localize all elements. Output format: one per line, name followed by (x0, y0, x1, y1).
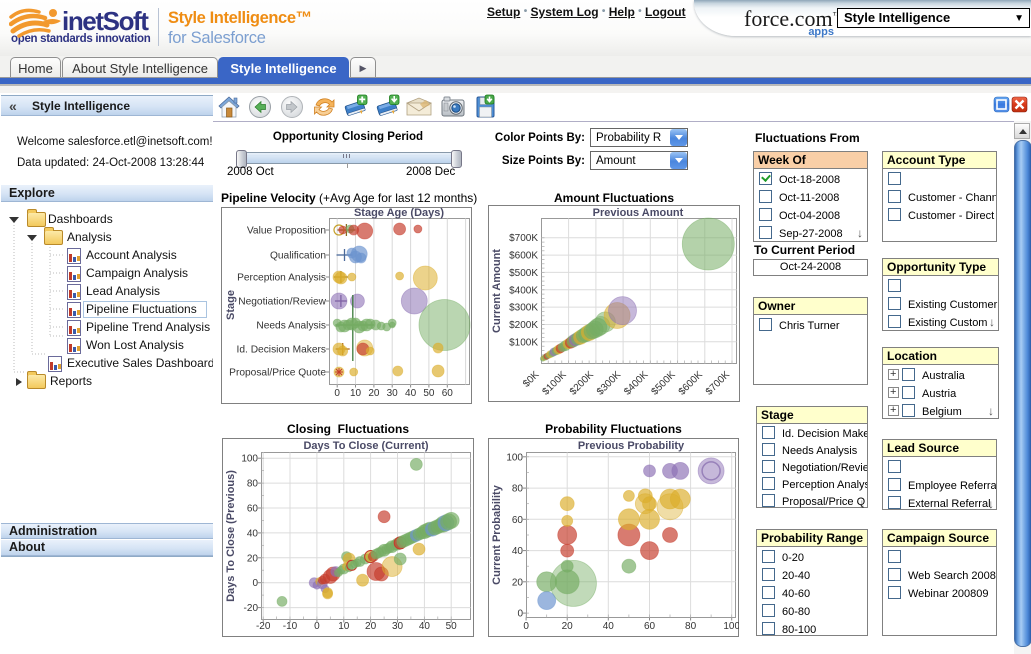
svg-text:$700K: $700K (509, 233, 538, 244)
svg-text:100: 100 (241, 454, 258, 465)
svg-text:20: 20 (512, 577, 524, 588)
svg-text:Perception Analysis: Perception Analysis (237, 273, 326, 284)
svg-text:0: 0 (523, 621, 529, 632)
svg-text:40: 40 (247, 528, 259, 539)
svg-text:10: 10 (338, 621, 350, 632)
svg-text:80: 80 (685, 621, 697, 632)
svg-text:Days To Close (Current): Days To Close (Current) (303, 440, 428, 452)
svg-text:80: 80 (512, 484, 524, 495)
svg-text:40: 40 (603, 621, 615, 632)
svg-text:20: 20 (365, 621, 377, 632)
svg-text:60: 60 (512, 515, 524, 526)
svg-text:40: 40 (512, 546, 524, 557)
svg-text:40: 40 (419, 621, 431, 632)
svg-text:50: 50 (446, 621, 458, 632)
svg-text:$500K: $500K (509, 268, 538, 279)
svg-text:50: 50 (423, 388, 435, 399)
svg-text:-20: -20 (244, 603, 259, 614)
svg-text:Previous Probability: Previous Probability (578, 440, 685, 452)
svg-text:Current Amount: Current Amount (491, 249, 503, 333)
svg-text:0: 0 (252, 578, 258, 589)
svg-text:0: 0 (517, 609, 523, 620)
svg-text:Id. Decision Makers: Id. Decision Makers (237, 345, 326, 356)
svg-text:40: 40 (405, 388, 417, 399)
svg-text:20: 20 (562, 621, 574, 632)
svg-text:Qualification: Qualification (270, 251, 326, 262)
svg-text:$100K: $100K (509, 337, 538, 348)
svg-text:30: 30 (392, 621, 404, 632)
svg-text:60: 60 (247, 504, 259, 515)
svg-text:0: 0 (314, 621, 320, 632)
svg-text:100: 100 (506, 452, 523, 463)
svg-text:Needs Analysis: Needs Analysis (256, 321, 326, 332)
svg-text:100: 100 (723, 621, 739, 632)
svg-text:$200K: $200K (509, 320, 538, 331)
svg-text:0: 0 (334, 388, 340, 399)
svg-text:$400K: $400K (509, 285, 538, 296)
svg-text:Days To Close (Previous): Days To Close (Previous) (225, 470, 237, 602)
svg-text:$600K: $600K (509, 251, 538, 262)
svg-text:Current Probability: Current Probability (491, 484, 503, 585)
svg-text:Proposal/Price Quote: Proposal/Price Quote (229, 368, 326, 379)
svg-text:80: 80 (247, 479, 259, 490)
svg-text:20: 20 (368, 388, 380, 399)
svg-text:-20: -20 (256, 621, 271, 632)
svg-text:Negotiation/Review: Negotiation/Review (238, 297, 326, 308)
svg-text:10: 10 (350, 388, 362, 399)
svg-text:-10: -10 (283, 621, 298, 632)
svg-text:30: 30 (387, 388, 399, 399)
svg-text:Stage: Stage (225, 290, 237, 320)
svg-text:60: 60 (644, 621, 656, 632)
svg-text:Stage Age (Days): Stage Age (Days) (354, 207, 444, 219)
svg-text:Previous Amount: Previous Amount (593, 207, 684, 219)
svg-text:$300K: $300K (509, 303, 538, 314)
svg-text:Value Proposition: Value Proposition (247, 226, 326, 237)
svg-text:60: 60 (442, 388, 454, 399)
svg-text:20: 20 (247, 553, 259, 564)
